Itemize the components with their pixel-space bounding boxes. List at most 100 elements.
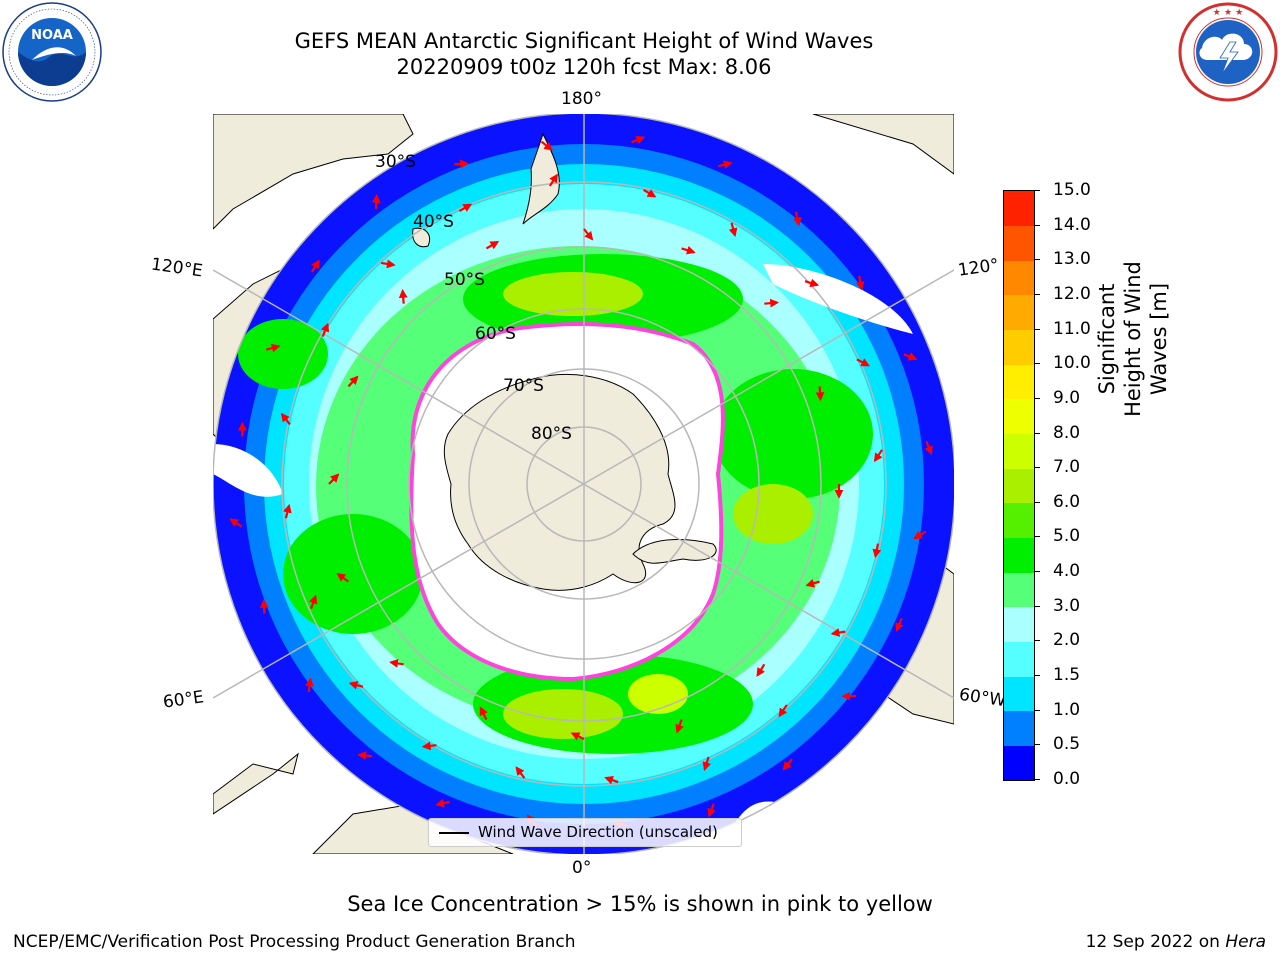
lat-label-50s: 50°S <box>444 270 485 290</box>
wave-direction-arrow <box>570 732 585 741</box>
wave-direction-arrow <box>707 803 716 818</box>
wave-direction-arrow <box>764 298 780 308</box>
sea-ice-note: Sea Ice Concentration > 15% is shown in … <box>347 892 933 916</box>
lat-label-80s: 80°S <box>531 424 572 444</box>
lon-label-120e: 120°E <box>149 254 204 282</box>
colorbar-title: Significant Height of Wind Waves [m] <box>1095 261 1171 417</box>
wave-direction-arrow <box>515 766 526 779</box>
colorbar-tick-label: 12.0 <box>1053 283 1091 304</box>
colorbar-tick-mark <box>1034 744 1040 746</box>
lon-label-120w: 120° <box>956 255 1001 281</box>
colorbar-tick-label: 2.0 <box>1053 630 1081 651</box>
wave-direction-arrow <box>782 758 793 771</box>
colorbar-segment <box>1004 572 1034 608</box>
lat-label-30s: 30°S <box>375 152 416 172</box>
wave-direction-arrow <box>804 278 820 288</box>
wave-direction-arrow <box>830 628 846 637</box>
wave-direction-arrow <box>792 211 802 227</box>
footer-date: 12 Sep 2022 on Hera <box>1086 932 1266 952</box>
wave-direction-arrow <box>398 288 408 304</box>
colorbar-segment <box>1004 710 1034 746</box>
wave-direction-arrow <box>805 579 820 588</box>
colorbar-segment <box>1004 641 1034 677</box>
colorbar-tick-mark <box>1034 328 1040 330</box>
wave-direction-arrow <box>305 677 314 693</box>
colorbar-tick-label: 0.0 <box>1053 769 1081 789</box>
wave-direction-arrow <box>320 322 330 337</box>
wave-direction-arrow <box>389 659 404 668</box>
wave-direction-arrow <box>421 741 437 751</box>
noaa-logo-text: NOAA <box>31 28 73 43</box>
colorbar-tick-label: 15.0 <box>1053 180 1091 200</box>
wave-direction-arrow <box>702 756 711 771</box>
colorbar-segment <box>1004 260 1034 296</box>
lon-label-60w: 60°W <box>957 684 1008 712</box>
lon-label-180: 180° <box>561 89 602 109</box>
nws-logo: ★ ★ ★ <box>1178 2 1278 102</box>
wave-direction-arrow <box>583 228 594 241</box>
colorbar-tick-mark <box>1034 190 1040 191</box>
colorbar-tick-label: 1.0 <box>1053 699 1081 720</box>
graticule <box>213 114 954 854</box>
wave-direction-arrow <box>643 189 657 198</box>
map-title: GEFS MEAN Antarctic Significant Height o… <box>294 29 874 53</box>
wave-direction-arrow <box>548 173 558 187</box>
wave-direction-arrow <box>604 775 619 785</box>
wave-direction-arrow <box>229 518 243 528</box>
wave-direction-arrow <box>347 375 359 388</box>
colorbar-tick-mark <box>1034 640 1040 642</box>
wave-direction-arrow <box>485 240 500 250</box>
wave-direction-arrow <box>728 222 738 238</box>
noaa-logo: NOAA <box>2 2 102 102</box>
colorbar-tick-label: 13.0 <box>1053 249 1091 270</box>
wave-direction-arrow <box>903 352 918 361</box>
colorbar-tick-label: 8.0 <box>1053 422 1081 443</box>
colorbar-segment <box>1004 676 1034 712</box>
wave-direction-arrow <box>778 704 788 718</box>
colorbar-segment <box>1004 468 1034 504</box>
colorbar-segment <box>1004 537 1034 573</box>
colorbar-tick-label: 9.0 <box>1053 387 1081 408</box>
colorbar-tick-mark <box>1034 501 1040 503</box>
wave-direction-arrows <box>229 135 933 829</box>
wave-direction-arrow <box>631 135 646 145</box>
legend-label: Wind Wave Direction (unscaled) <box>478 823 718 841</box>
colorbar-tick-mark <box>1034 779 1040 780</box>
colorbar-tick-label: 10.0 <box>1053 353 1091 374</box>
wave-direction-arrow <box>283 503 292 519</box>
wave-direction-arrow <box>681 245 696 255</box>
wave-direction-arrow <box>924 441 933 456</box>
wave-direction-arrow <box>718 160 733 169</box>
lat-label-40s: 40°S <box>413 212 454 232</box>
wave-direction-arrow <box>371 194 381 209</box>
colorbar-tick-mark <box>1034 363 1040 365</box>
wave-direction-arrow <box>913 530 927 540</box>
colorbar-tick-label: 5.0 <box>1053 526 1081 547</box>
wave-direction-arrow <box>348 680 364 690</box>
lat-label-60s: 60°S <box>475 324 516 344</box>
wave-direction-arrow <box>454 159 470 169</box>
colorbar-tick-label: 14.0 <box>1053 214 1091 235</box>
lon-label-60e: 60°E <box>161 687 206 713</box>
svg-text:★ ★ ★: ★ ★ ★ <box>1213 8 1243 18</box>
wave-direction-arrow <box>872 543 882 559</box>
colorbar-tick-mark <box>1034 259 1040 261</box>
wave-direction-arrow <box>873 449 883 463</box>
colorbar-tick-label: 4.0 <box>1053 561 1081 582</box>
colorbar-tick-label: 7.0 <box>1053 457 1081 478</box>
wave-direction-arrow <box>310 259 320 273</box>
wave-direction-arrow <box>328 473 340 485</box>
colorbar-segment <box>1004 433 1034 469</box>
wave-direction-arrow <box>756 663 766 677</box>
colorbar-segment <box>1004 398 1034 435</box>
colorbar-tick-mark <box>1034 605 1040 607</box>
wave-direction-arrow <box>855 275 865 291</box>
colorbar-segment <box>1004 225 1034 261</box>
colorbar-tick-label: 1.5 <box>1053 665 1081 686</box>
colorbar-tick-mark <box>1034 224 1040 226</box>
colorbar-segment <box>1004 502 1034 538</box>
map-legend: Wind Wave Direction (unscaled) <box>428 818 742 847</box>
wave-direction-arrow <box>336 572 350 583</box>
wave-direction-arrow <box>540 140 554 151</box>
wave-direction-arrow <box>308 594 318 609</box>
